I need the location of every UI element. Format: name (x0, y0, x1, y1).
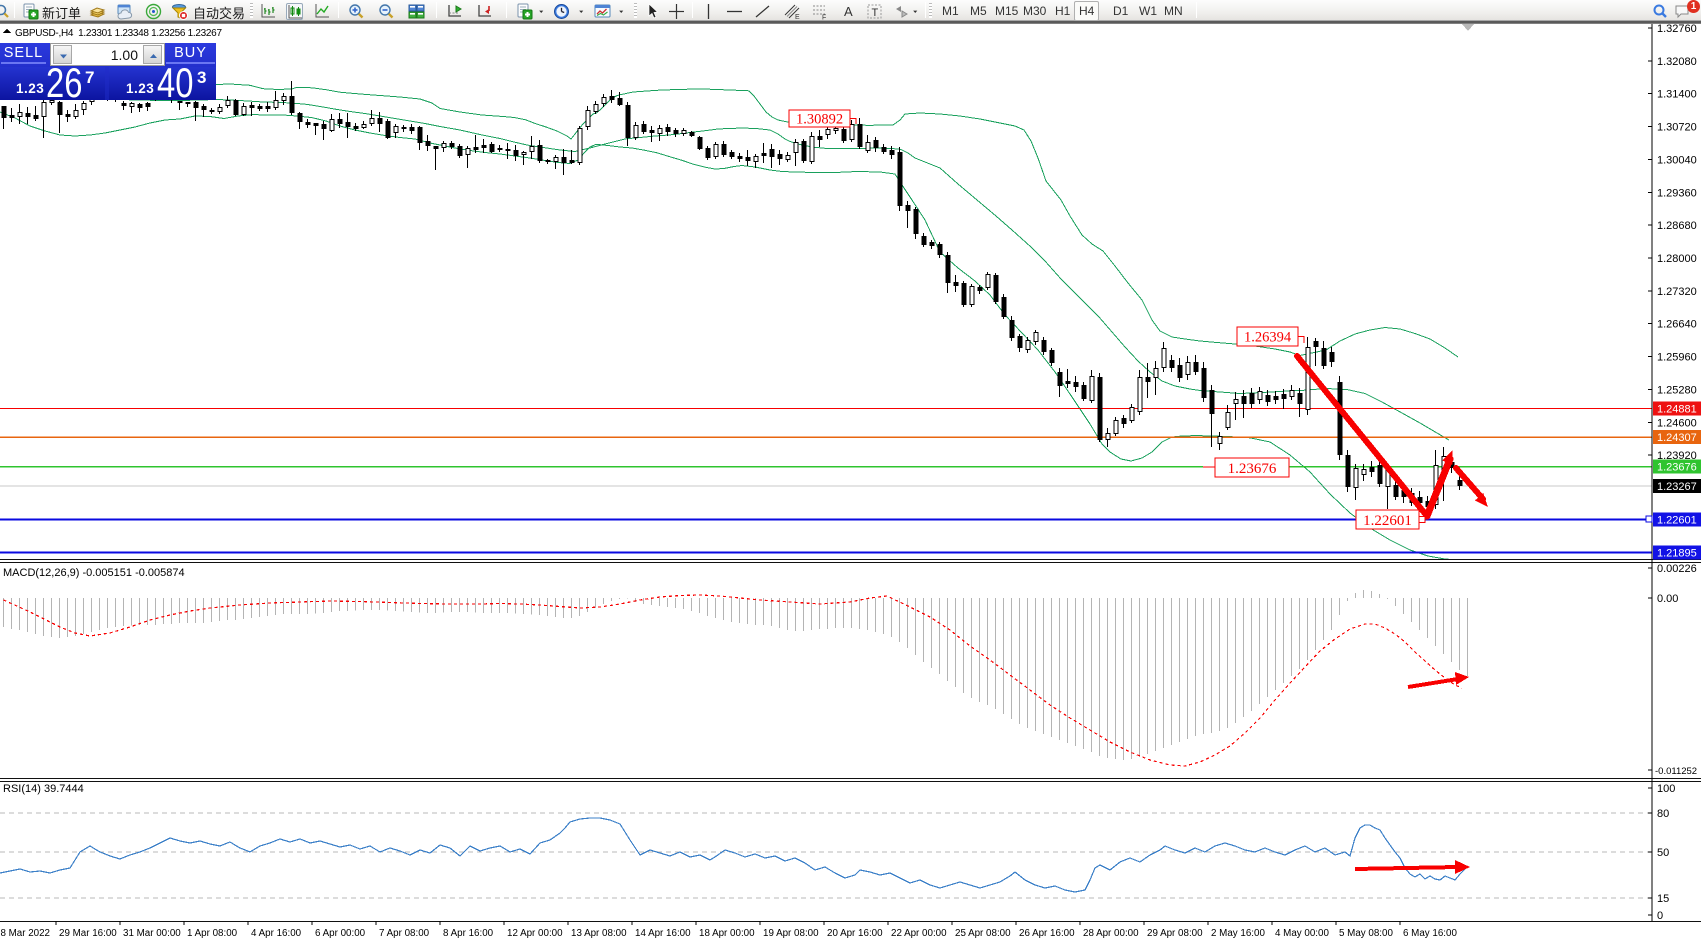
svg-text:1.24600: 1.24600 (1657, 417, 1697, 429)
svg-text:6 Apr 00:00: 6 Apr 00:00 (315, 928, 366, 939)
svg-text:A: A (844, 4, 853, 19)
svg-text:RSI(14) 39.7444: RSI(14) 39.7444 (3, 783, 84, 795)
svg-text:F: F (822, 15, 826, 21)
svg-text:1.32080: 1.32080 (1657, 56, 1697, 68)
svg-text:15: 15 (1657, 893, 1669, 905)
svg-text:1 Apr 08:00: 1 Apr 08:00 (187, 928, 238, 939)
svg-text:-0.011252: -0.011252 (1655, 766, 1697, 777)
svg-text:31 Mar 00:00: 31 Mar 00:00 (123, 928, 181, 939)
svg-text:1.30892: 1.30892 (796, 112, 843, 128)
svg-text:18 Apr 00:00: 18 Apr 00:00 (699, 928, 755, 939)
svg-text:E: E (795, 14, 800, 20)
svg-text:1.24881: 1.24881 (1657, 404, 1697, 416)
svg-text:1.29360: 1.29360 (1657, 187, 1697, 199)
svg-text:7 Apr 08:00: 7 Apr 08:00 (379, 928, 430, 939)
svg-text:1.24307: 1.24307 (1657, 432, 1697, 444)
svg-text:1.23676: 1.23676 (1228, 461, 1277, 477)
svg-text:1.30040: 1.30040 (1657, 154, 1697, 166)
svg-text:14 Apr 16:00: 14 Apr 16:00 (635, 928, 691, 939)
svg-text:80: 80 (1657, 808, 1669, 820)
svg-text:1.22601: 1.22601 (1657, 515, 1697, 527)
svg-text:13 Apr 08:00: 13 Apr 08:00 (571, 928, 627, 939)
svg-text:1.21895: 1.21895 (1657, 548, 1697, 560)
svg-text:28 Apr 00:00: 28 Apr 00:00 (1083, 928, 1139, 939)
svg-text:28 Mar 2022: 28 Mar 2022 (0, 928, 50, 939)
svg-text:0: 0 (1657, 910, 1663, 922)
svg-text:MACD(12,26,9) -0.005151 -0.005: MACD(12,26,9) -0.005151 -0.005874 (3, 567, 185, 579)
svg-text:1.27320: 1.27320 (1657, 286, 1697, 298)
svg-text:1.22601: 1.22601 (1363, 513, 1412, 529)
svg-text:22 Apr 00:00: 22 Apr 00:00 (891, 928, 947, 939)
svg-text:1.26394: 1.26394 (1244, 330, 1292, 346)
svg-text:50: 50 (1657, 847, 1669, 859)
svg-text:1.32760: 1.32760 (1657, 23, 1697, 35)
svg-text:8 Apr 16:00: 8 Apr 16:00 (443, 928, 494, 939)
svg-text:29 Mar 16:00: 29 Mar 16:00 (59, 928, 117, 939)
svg-text:1.23920: 1.23920 (1657, 450, 1697, 462)
svg-text:1.28680: 1.28680 (1657, 220, 1697, 232)
svg-text:6 May 16:00: 6 May 16:00 (1403, 928, 1457, 939)
svg-text:2 May 16:00: 2 May 16:00 (1211, 928, 1265, 939)
svg-text:26 Apr 16:00: 26 Apr 16:00 (1019, 928, 1075, 939)
svg-text:29 Apr 08:00: 29 Apr 08:00 (1147, 928, 1203, 939)
svg-text:25 Apr 08:00: 25 Apr 08:00 (955, 928, 1011, 939)
svg-text:1.30720: 1.30720 (1657, 122, 1697, 134)
svg-text:T: T (872, 7, 879, 19)
svg-text:4 Apr 16:00: 4 Apr 16:00 (251, 928, 302, 939)
svg-text:1.23676: 1.23676 (1657, 462, 1697, 474)
svg-text:1.26640: 1.26640 (1657, 319, 1697, 331)
svg-text:19 Apr 08:00: 19 Apr 08:00 (763, 928, 819, 939)
svg-text:100: 100 (1657, 783, 1675, 795)
svg-text:12 Apr 00:00: 12 Apr 00:00 (507, 928, 563, 939)
svg-text:GBPUSD-,H4 1.23301 1.23348 1.: GBPUSD-,H4 1.23301 1.23348 1.23256 1.232… (15, 28, 222, 39)
svg-text:0.00226: 0.00226 (1657, 563, 1697, 575)
svg-text:20 Apr 16:00: 20 Apr 16:00 (827, 928, 883, 939)
svg-text:1.23267: 1.23267 (1657, 481, 1697, 493)
svg-text:0.00: 0.00 (1657, 593, 1678, 605)
svg-text:5 May 08:00: 5 May 08:00 (1339, 928, 1393, 939)
svg-text:1.25280: 1.25280 (1657, 384, 1697, 396)
svg-text:1.31400: 1.31400 (1657, 89, 1697, 101)
svg-text:1.28000: 1.28000 (1657, 253, 1697, 265)
svg-text:1.25960: 1.25960 (1657, 352, 1697, 364)
svg-text:4 May 00:00: 4 May 00:00 (1275, 928, 1329, 939)
